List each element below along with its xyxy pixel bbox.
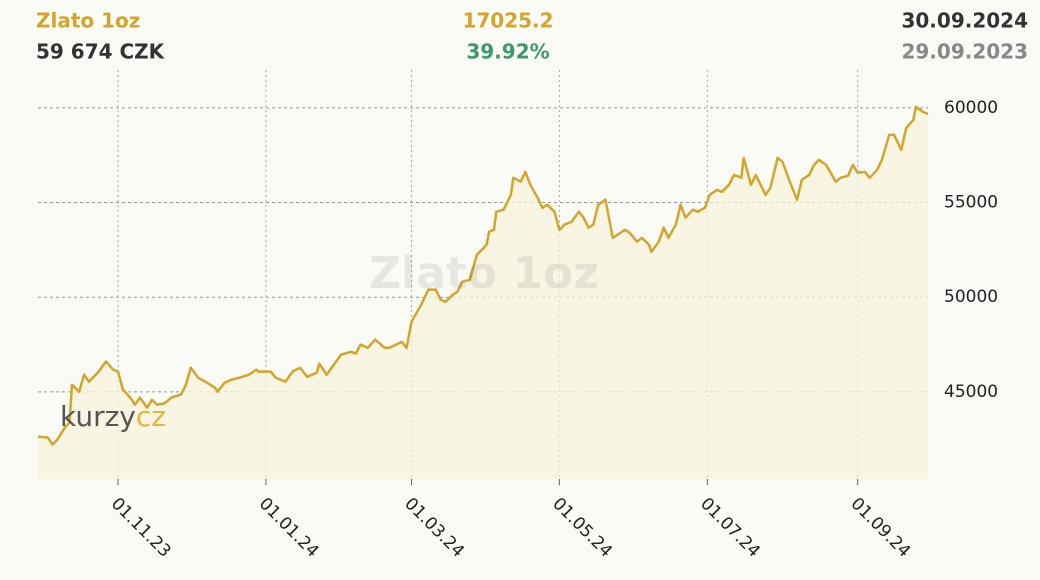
x-tick-label: 01.05.24 [548, 494, 616, 562]
y-tick-label: 60000 [944, 98, 998, 118]
chart-title: Zlato 1oz [36, 9, 140, 33]
current-price: 59 674 CZK [36, 40, 166, 64]
start-date: 29.09.2023 [901, 40, 1028, 64]
logo-suffix: cz [136, 400, 166, 433]
x-tick-label: 01.01.24 [255, 494, 323, 562]
change-percent: 39.92% [466, 40, 549, 64]
watermark: Zlato 1oz [369, 248, 599, 299]
y-tick-label: 45000 [944, 382, 998, 402]
area [38, 106, 928, 480]
plot: 45000 50000 55000 60000 01.11.23 01.01.24 01.0… [37, 70, 998, 562]
end-date: 30.09.2024 [901, 9, 1028, 33]
logo: kurzycz [60, 400, 166, 433]
x-tick-label: 01.07.24 [696, 494, 764, 562]
change: 17025.2 [462, 9, 553, 33]
x-tick-label: 01.09.24 [847, 494, 915, 562]
y-tick-label: 55000 [944, 193, 998, 213]
line [37, 105, 929, 446]
x-tick-label: 01.11.23 [107, 494, 175, 562]
logo-text: kurzy [60, 400, 136, 433]
y-tick-label: 50000 [944, 287, 998, 307]
x-tick-label: 01.03.24 [400, 494, 468, 562]
